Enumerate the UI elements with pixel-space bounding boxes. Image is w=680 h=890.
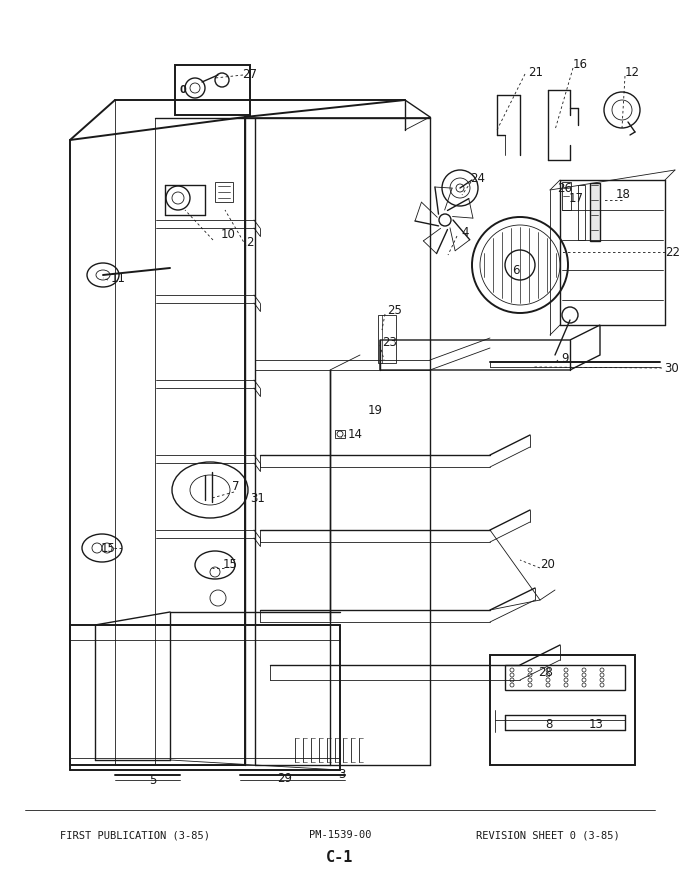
Text: 10: 10	[220, 229, 235, 241]
Bar	[175, 65, 250, 115]
Text: 4: 4	[461, 225, 469, 239]
Text: 15: 15	[222, 559, 237, 571]
Bar	[490, 655, 635, 765]
Text: 29: 29	[277, 772, 292, 784]
Text: C-1: C-1	[326, 851, 354, 865]
Text: 18: 18	[615, 189, 630, 201]
Text: 7: 7	[233, 481, 240, 493]
Text: 15: 15	[101, 541, 116, 554]
Text: 28: 28	[539, 666, 554, 678]
Text: 25: 25	[388, 303, 403, 317]
Text: 23: 23	[383, 336, 397, 349]
Text: 6: 6	[512, 263, 520, 277]
Text: 5: 5	[150, 773, 156, 787]
Text: 12: 12	[624, 66, 639, 78]
Text: 21: 21	[528, 66, 543, 78]
Text: 26: 26	[558, 182, 573, 195]
Bar	[378, 315, 396, 363]
Bar	[562, 182, 571, 210]
Bar	[578, 185, 585, 240]
Text: 30: 30	[664, 361, 679, 375]
Text: 14: 14	[347, 428, 362, 441]
Text: 27: 27	[243, 69, 258, 82]
Text: 8: 8	[545, 718, 553, 732]
Text: 9: 9	[561, 352, 568, 365]
Text: 13: 13	[589, 718, 603, 732]
Text: 19: 19	[367, 403, 382, 417]
Bar	[335, 430, 345, 438]
Text: 3: 3	[339, 768, 345, 781]
Text: 31: 31	[250, 491, 265, 505]
Text: REVISION SHEET 0 (3-85): REVISION SHEET 0 (3-85)	[476, 830, 620, 840]
Bar	[590, 183, 600, 241]
Text: 24: 24	[471, 172, 486, 184]
Text: 22: 22	[666, 246, 680, 258]
Text: 11: 11	[110, 271, 126, 285]
Text: PM-1539-00: PM-1539-00	[309, 830, 371, 840]
Text: 16: 16	[573, 59, 588, 71]
Text: FIRST PUBLICATION (3-85): FIRST PUBLICATION (3-85)	[60, 830, 210, 840]
Text: 0: 0	[180, 85, 186, 95]
Bar	[215, 182, 233, 202]
Text: 20: 20	[541, 559, 556, 571]
Text: 2: 2	[246, 236, 254, 248]
Text: 17: 17	[568, 191, 583, 205]
